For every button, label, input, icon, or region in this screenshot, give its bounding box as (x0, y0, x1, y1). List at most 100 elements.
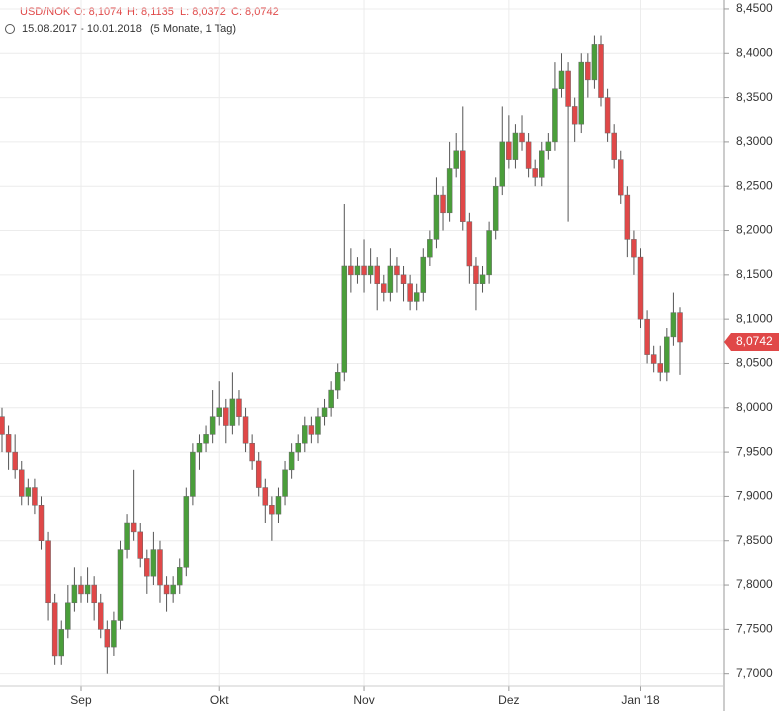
candle-body (427, 239, 433, 258)
candle-body (387, 265, 394, 293)
candle-body (361, 265, 367, 276)
candle-body (229, 398, 236, 426)
candle-body (236, 398, 242, 417)
candle-body (216, 407, 222, 417)
candle-body (650, 354, 657, 364)
candle-body (525, 141, 532, 169)
y-tick-label: 7,7500 (736, 622, 773, 636)
candle-body (637, 256, 644, 320)
candle-body (124, 522, 130, 550)
candle-body (196, 442, 203, 453)
y-tick-label: 7,8000 (736, 577, 773, 591)
candle-body (374, 265, 380, 284)
y-tick-label: 8,1000 (736, 311, 773, 325)
candle-body (183, 496, 190, 568)
candle-body (631, 239, 637, 258)
y-tick-label: 8,2500 (736, 178, 773, 192)
y-tick-label: 7,8500 (736, 533, 773, 547)
candle-body (170, 584, 176, 595)
candle-body (571, 106, 578, 125)
x-tick-label: Dez (498, 693, 519, 707)
candle-body (677, 312, 683, 343)
candle-body (242, 416, 249, 444)
candle-body (644, 318, 650, 355)
candle-body (413, 292, 420, 302)
candle-body (144, 558, 150, 577)
candle-body (25, 487, 32, 497)
candle-body (249, 442, 255, 462)
candle-body (420, 256, 427, 293)
candle-body (18, 469, 25, 497)
y-tick-label: 8,3500 (736, 90, 773, 104)
symbol: USD/NOK (20, 6, 71, 18)
candle-body (400, 274, 407, 284)
header: USD/NOK O: 8,1074 H: 8,1135 L: 8,0372 C:… (5, 6, 279, 35)
y-tick-label: 8,3000 (736, 134, 773, 148)
candle-body (519, 132, 525, 143)
y-tick-label: 8,2000 (736, 223, 773, 237)
candle-body (65, 602, 71, 630)
period-note: (5 Monate, 1 Tag) (150, 23, 236, 35)
y-tick-label: 7,9000 (736, 489, 773, 503)
candle-body (479, 274, 486, 284)
x-tick-label: Nov (353, 693, 374, 707)
candle-body (440, 194, 446, 214)
candle-body (618, 159, 624, 196)
candle-body (604, 97, 611, 134)
candle-body (598, 44, 604, 98)
candle-body (91, 584, 97, 604)
candle-body (150, 549, 157, 577)
candle-body (466, 221, 473, 267)
candle-body (348, 265, 354, 276)
candle-body (209, 416, 216, 435)
candle-body (78, 584, 84, 595)
candle-body (433, 194, 440, 240)
y-tick-label: 8,0000 (736, 400, 773, 414)
candle-body (308, 425, 315, 435)
candle-body (565, 70, 571, 107)
candle-body (578, 61, 585, 125)
candle-body (657, 363, 664, 373)
candle-body (591, 44, 598, 81)
candle-body (203, 434, 209, 444)
candle-body (321, 407, 328, 417)
candle-body (486, 230, 492, 276)
candle-body (552, 88, 558, 143)
y-tick-label: 7,7000 (736, 666, 773, 680)
candle-body (84, 584, 91, 595)
candle-body (111, 620, 117, 648)
candle-body (97, 602, 104, 630)
candle-body (545, 141, 552, 152)
candle-body (51, 602, 58, 657)
candle-body (275, 496, 282, 515)
candle-body (104, 629, 111, 648)
candle-body (492, 185, 499, 231)
candle-body (32, 487, 38, 506)
last-price-label: 8,0742 (736, 334, 773, 348)
candle-body (453, 150, 459, 169)
candle-body (282, 469, 288, 497)
x-tick-label: Jan '18 (621, 693, 660, 707)
candle-body (407, 283, 413, 302)
candle-body (512, 132, 519, 160)
candle-body (506, 141, 512, 160)
y-tick-label: 8,0500 (736, 356, 773, 370)
candle-body (157, 549, 163, 586)
candle-body (38, 505, 45, 541)
y-tick-label: 8,1500 (736, 267, 773, 281)
candle-body (288, 451, 295, 471)
candle-body (624, 194, 631, 240)
candle-body (295, 442, 301, 453)
candle-body (532, 168, 538, 178)
candle-body (130, 522, 137, 533)
candle-body (558, 70, 565, 89)
candle-body (670, 312, 677, 338)
candle-body (117, 549, 124, 621)
y-tick-label: 8,4500 (736, 1, 773, 15)
candle-body (269, 505, 275, 515)
clock-icon (5, 24, 15, 34)
x-tick-label: Sep (70, 693, 92, 707)
candle-body (585, 61, 591, 81)
candle-body (176, 567, 183, 586)
candle-body (328, 389, 334, 409)
